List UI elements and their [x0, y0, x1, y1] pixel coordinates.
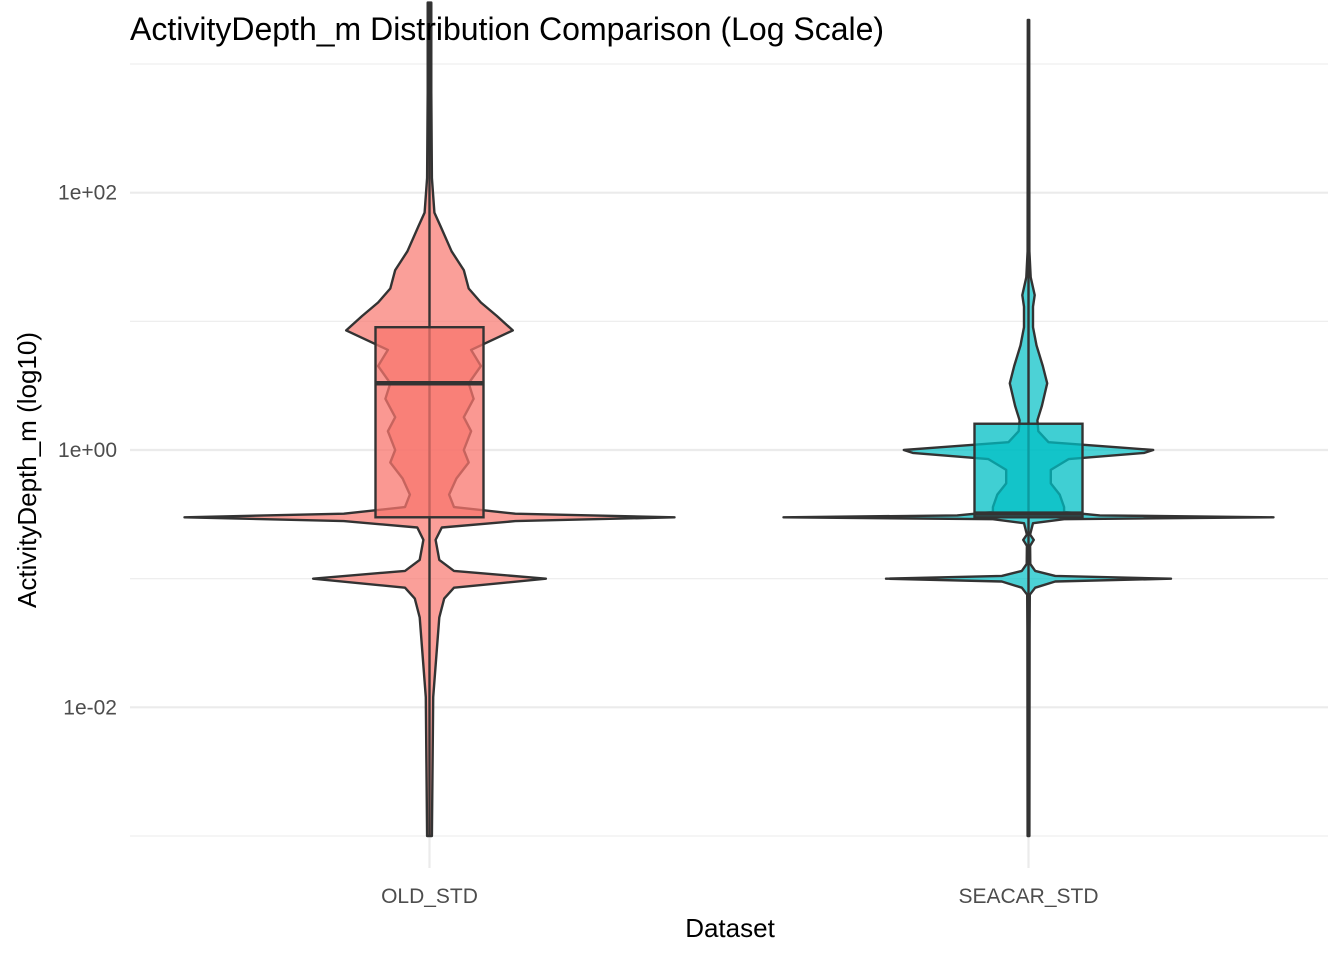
- box-old-std: [374, 326, 485, 519]
- y-tick-label: 1e-02: [63, 696, 117, 719]
- y-axis-title: ActivityDepth_m (log10): [12, 332, 42, 608]
- y-tick-label: 1e+00: [58, 439, 117, 462]
- x-axis-ticks: OLD_STD SEACAR_STD: [381, 885, 1098, 908]
- box-seacar-std: [973, 422, 1084, 519]
- plot-marks: [183, 1, 1275, 838]
- x-tick-label: SEACAR_STD: [958, 885, 1098, 908]
- x-tick-label: OLD_STD: [381, 885, 478, 908]
- chart-title: ActivityDepth_m Distribution Comparison …: [130, 11, 884, 47]
- y-axis-ticks: 1e-02 1e+00 1e+02: [58, 182, 117, 720]
- category-grid: [428, 62, 1030, 868]
- x-axis-title: Dataset: [685, 913, 775, 943]
- y-tick-label: 1e+02: [58, 182, 117, 205]
